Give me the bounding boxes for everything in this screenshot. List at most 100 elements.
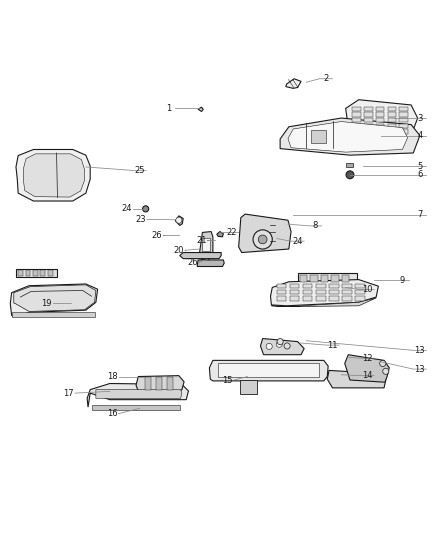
Circle shape [380, 360, 386, 367]
Bar [16, 269, 57, 277]
Bar [355, 296, 365, 301]
Bar [376, 107, 385, 111]
Bar [352, 124, 361, 128]
Circle shape [143, 206, 149, 212]
Text: 11: 11 [327, 341, 338, 350]
Bar [388, 124, 396, 128]
Bar [399, 107, 408, 111]
Polygon shape [11, 284, 98, 317]
Bar [316, 284, 325, 288]
Text: 24: 24 [121, 204, 132, 213]
Bar [12, 312, 95, 317]
Polygon shape [199, 231, 213, 260]
Bar [364, 112, 373, 117]
Bar [355, 289, 365, 294]
Text: 1: 1 [166, 104, 171, 113]
Bar [342, 289, 352, 294]
Bar [18, 270, 23, 276]
Polygon shape [209, 360, 328, 381]
Bar [376, 130, 385, 134]
Circle shape [276, 341, 283, 348]
Bar [329, 289, 339, 294]
Bar [303, 284, 312, 288]
Text: 16: 16 [107, 409, 117, 418]
Bar [290, 284, 299, 288]
Text: 5: 5 [417, 161, 423, 171]
Polygon shape [136, 376, 184, 392]
Bar [166, 377, 173, 390]
Bar [310, 275, 318, 282]
Text: 2: 2 [323, 74, 328, 83]
Bar [399, 112, 408, 117]
Text: 14: 14 [362, 371, 373, 380]
Bar [346, 163, 353, 167]
Bar [303, 289, 312, 294]
Bar [342, 275, 349, 282]
Circle shape [266, 343, 272, 350]
Bar [388, 112, 396, 117]
Text: 18: 18 [107, 372, 117, 381]
Text: 25: 25 [134, 166, 145, 175]
Bar [364, 107, 373, 111]
Bar [92, 405, 180, 410]
Bar [321, 275, 328, 282]
Polygon shape [16, 149, 90, 201]
Text: 19: 19 [41, 298, 52, 308]
Text: 6: 6 [417, 171, 423, 179]
Bar [352, 130, 361, 134]
Text: 8: 8 [312, 221, 318, 230]
Bar [202, 238, 210, 251]
Bar [316, 289, 325, 294]
Bar [297, 273, 357, 283]
Polygon shape [271, 280, 378, 306]
Polygon shape [218, 364, 319, 376]
Circle shape [253, 230, 272, 249]
Bar [311, 130, 326, 143]
Text: 21: 21 [196, 236, 207, 245]
Text: 24: 24 [292, 237, 303, 246]
Polygon shape [280, 118, 420, 155]
Text: 15: 15 [223, 376, 233, 384]
Bar [155, 377, 162, 390]
Polygon shape [197, 260, 224, 266]
Bar [331, 275, 339, 282]
Bar [277, 284, 286, 288]
Bar [352, 118, 361, 123]
Bar [364, 118, 373, 123]
Polygon shape [175, 216, 183, 225]
Bar [329, 284, 339, 288]
Bar [399, 130, 408, 134]
Text: 13: 13 [414, 346, 425, 355]
Circle shape [284, 343, 290, 349]
Bar [342, 284, 352, 288]
Bar [399, 124, 408, 128]
Bar [277, 289, 286, 294]
Bar [352, 112, 361, 117]
Polygon shape [180, 253, 221, 259]
Bar [364, 130, 373, 134]
Bar [376, 118, 385, 123]
Circle shape [176, 217, 182, 223]
Polygon shape [217, 231, 223, 237]
Text: 23: 23 [135, 215, 146, 224]
Bar [364, 124, 373, 128]
Polygon shape [23, 154, 85, 197]
Circle shape [277, 338, 283, 345]
Bar [342, 296, 352, 301]
Polygon shape [345, 354, 389, 382]
Polygon shape [272, 298, 376, 306]
Polygon shape [96, 390, 182, 398]
Bar [40, 270, 45, 276]
Polygon shape [286, 79, 301, 88]
Text: 20: 20 [173, 246, 184, 255]
Bar [290, 289, 299, 294]
Bar [240, 380, 258, 394]
Polygon shape [288, 122, 408, 152]
Text: 26: 26 [187, 257, 198, 266]
Text: 22: 22 [227, 228, 237, 237]
Text: 13: 13 [414, 365, 425, 374]
Bar [388, 107, 396, 111]
Circle shape [383, 368, 389, 374]
Bar [388, 130, 396, 134]
Text: 17: 17 [63, 389, 74, 398]
